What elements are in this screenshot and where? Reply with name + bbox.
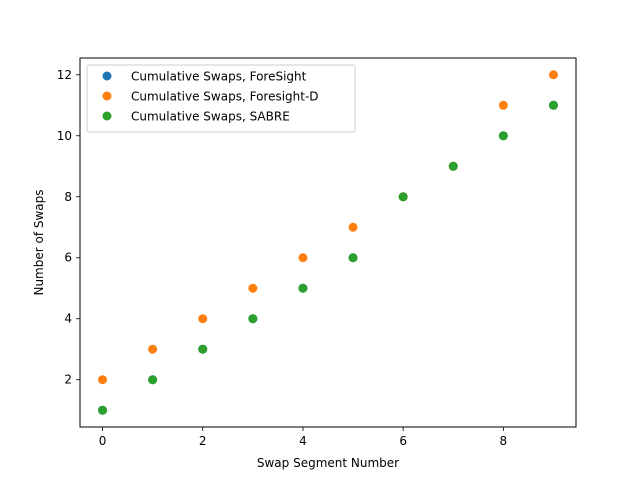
y-tick-label: 8 (64, 190, 72, 204)
data-point (98, 405, 108, 415)
series-3 (98, 100, 558, 415)
legend-marker (102, 91, 112, 101)
x-axis-ticks: 0 2 4 6 8 (99, 427, 507, 448)
data-point (298, 283, 308, 293)
data-point (348, 253, 358, 263)
legend-box (86, 64, 356, 133)
x-tick-label: 0 (99, 434, 107, 448)
legend-label: Cumulative Swaps, Foresight-D (131, 90, 319, 104)
y-tick-label: 6 (64, 251, 72, 265)
data-point (198, 314, 208, 324)
x-tick-label: 2 (199, 434, 207, 448)
y-axis-label: Number of Swaps (32, 189, 46, 295)
plot-frame (79, 57, 577, 428)
data-point (498, 131, 508, 141)
y-tick-label: 2 (64, 373, 72, 387)
data-point (248, 283, 258, 293)
legend: Cumulative Swaps, ForeSight Cumulative Sw… (86, 64, 356, 133)
y-tick-label: 12 (57, 68, 72, 82)
legend-label: Cumulative Swaps, SABRE (131, 110, 290, 124)
data-point (398, 192, 408, 202)
y-axis-ticks: 2 4 6 8 10 12 (57, 68, 80, 387)
y-tick-label: 10 (57, 129, 72, 143)
data-point (548, 100, 558, 110)
data-point (98, 375, 108, 385)
data-point (348, 222, 358, 232)
data-point (548, 70, 558, 80)
legend-label: Cumulative Swaps, ForeSight (131, 70, 307, 84)
data-point (448, 161, 458, 171)
data-marks (98, 70, 558, 415)
x-tick-label: 6 (399, 434, 407, 448)
data-point (148, 375, 158, 385)
x-axis-label: Swap Segment Number (257, 456, 399, 470)
data-point (198, 344, 208, 354)
y-tick-label: 4 (64, 312, 72, 326)
data-point (148, 344, 158, 354)
legend-marker (102, 71, 112, 81)
data-point (498, 100, 508, 110)
legend-marker (102, 111, 112, 121)
x-tick-label: 8 (500, 434, 508, 448)
data-point (248, 314, 258, 324)
data-point (298, 253, 308, 263)
x-tick-label: 4 (299, 434, 307, 448)
